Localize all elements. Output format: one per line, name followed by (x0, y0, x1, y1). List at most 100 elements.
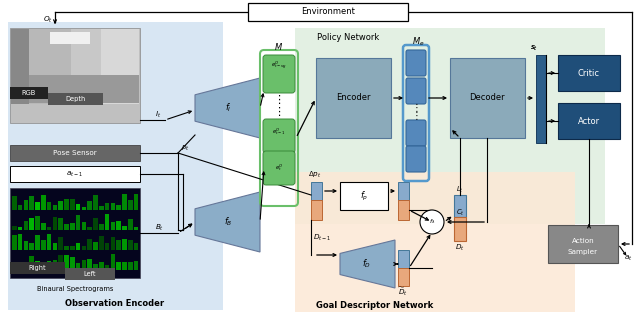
Bar (24, 241, 28, 250)
Text: Left: Left (84, 271, 96, 277)
Text: $I_t$: $I_t$ (155, 110, 161, 120)
Bar (58, 255, 63, 270)
Bar (311, 182, 322, 200)
Text: $a_t$: $a_t$ (624, 253, 632, 263)
Bar (111, 222, 115, 230)
Bar (8, 22, 223, 310)
Bar (398, 200, 409, 220)
Text: $D_{t-1}$: $D_{t-1}$ (313, 233, 332, 243)
Bar (70, 257, 74, 270)
Text: Decoder: Decoder (469, 94, 505, 102)
FancyBboxPatch shape (406, 78, 426, 104)
Text: $s_t$: $s_t$ (530, 43, 538, 52)
Text: ⋮: ⋮ (411, 111, 421, 121)
Bar (11, 29, 29, 104)
Text: $M$: $M$ (273, 41, 282, 52)
Bar (47, 227, 51, 230)
Bar (24, 221, 28, 230)
Bar (398, 182, 409, 200)
Text: ⋮: ⋮ (273, 107, 285, 117)
Text: $D_t$: $D_t$ (455, 243, 465, 253)
Bar (58, 237, 63, 250)
Bar (50, 32, 90, 44)
Bar (52, 205, 57, 210)
Bar (35, 216, 40, 230)
Text: $a_{t-1}$: $a_{t-1}$ (67, 170, 84, 179)
Bar (295, 172, 575, 312)
Bar (10, 28, 140, 123)
Bar (35, 261, 40, 270)
Bar (18, 234, 22, 250)
Bar (18, 205, 22, 210)
Bar (93, 218, 98, 230)
Text: ⋮: ⋮ (411, 103, 421, 113)
Text: Policy Network: Policy Network (317, 34, 380, 42)
Bar (99, 206, 104, 210)
Bar (48, 93, 103, 105)
Bar (82, 222, 86, 230)
Bar (93, 195, 98, 210)
Text: Action: Action (572, 238, 595, 244)
Polygon shape (340, 240, 395, 288)
Bar (111, 237, 115, 250)
Text: $C_t$: $C_t$ (456, 208, 464, 218)
Bar (76, 204, 80, 210)
Bar (128, 262, 132, 270)
Bar (65, 268, 115, 280)
Bar (76, 215, 80, 230)
FancyBboxPatch shape (406, 50, 426, 76)
Bar (10, 262, 65, 274)
Bar (18, 263, 22, 270)
Bar (316, 58, 391, 138)
Bar (134, 227, 138, 230)
Bar (116, 262, 121, 270)
Text: $L_t$: $L_t$ (456, 185, 464, 195)
Bar (122, 262, 127, 270)
Bar (88, 239, 92, 250)
Bar (111, 254, 115, 270)
Bar (29, 218, 34, 230)
Text: $e^O_{t-s_M}$: $e^O_{t-s_M}$ (271, 59, 287, 71)
Text: $f_\lambda$: $f_\lambda$ (429, 217, 435, 227)
Bar (76, 243, 80, 250)
Bar (82, 207, 86, 210)
Bar (82, 246, 86, 250)
Bar (11, 29, 139, 104)
Bar (116, 221, 121, 230)
FancyBboxPatch shape (263, 119, 295, 153)
Bar (128, 240, 132, 250)
Text: Pose Sensor: Pose Sensor (53, 150, 97, 156)
Bar (450, 58, 525, 138)
Text: Critic: Critic (578, 68, 600, 78)
FancyBboxPatch shape (263, 151, 295, 185)
Bar (105, 265, 109, 270)
Bar (64, 255, 68, 270)
Bar (105, 243, 109, 250)
Bar (29, 196, 34, 210)
Bar (64, 224, 68, 230)
Bar (18, 227, 22, 230)
Bar (52, 217, 57, 230)
Bar (536, 55, 546, 143)
Bar (99, 262, 104, 270)
Bar (24, 267, 28, 270)
Bar (116, 240, 121, 250)
Bar (122, 194, 127, 210)
Bar (11, 29, 71, 104)
Text: $\Delta p_t$: $\Delta p_t$ (308, 170, 322, 180)
Text: $e^O_t$: $e^O_t$ (275, 163, 283, 173)
Bar (398, 268, 409, 286)
Bar (548, 225, 618, 263)
Bar (70, 246, 74, 250)
Bar (29, 243, 34, 250)
Bar (340, 182, 388, 210)
Text: Right: Right (28, 265, 46, 271)
Bar (558, 103, 620, 139)
Bar (12, 226, 17, 230)
Bar (11, 29, 101, 104)
Bar (454, 195, 466, 217)
Text: $f_B$: $f_B$ (224, 216, 232, 228)
Bar (24, 200, 28, 210)
Bar (116, 205, 121, 210)
Bar (295, 28, 605, 224)
